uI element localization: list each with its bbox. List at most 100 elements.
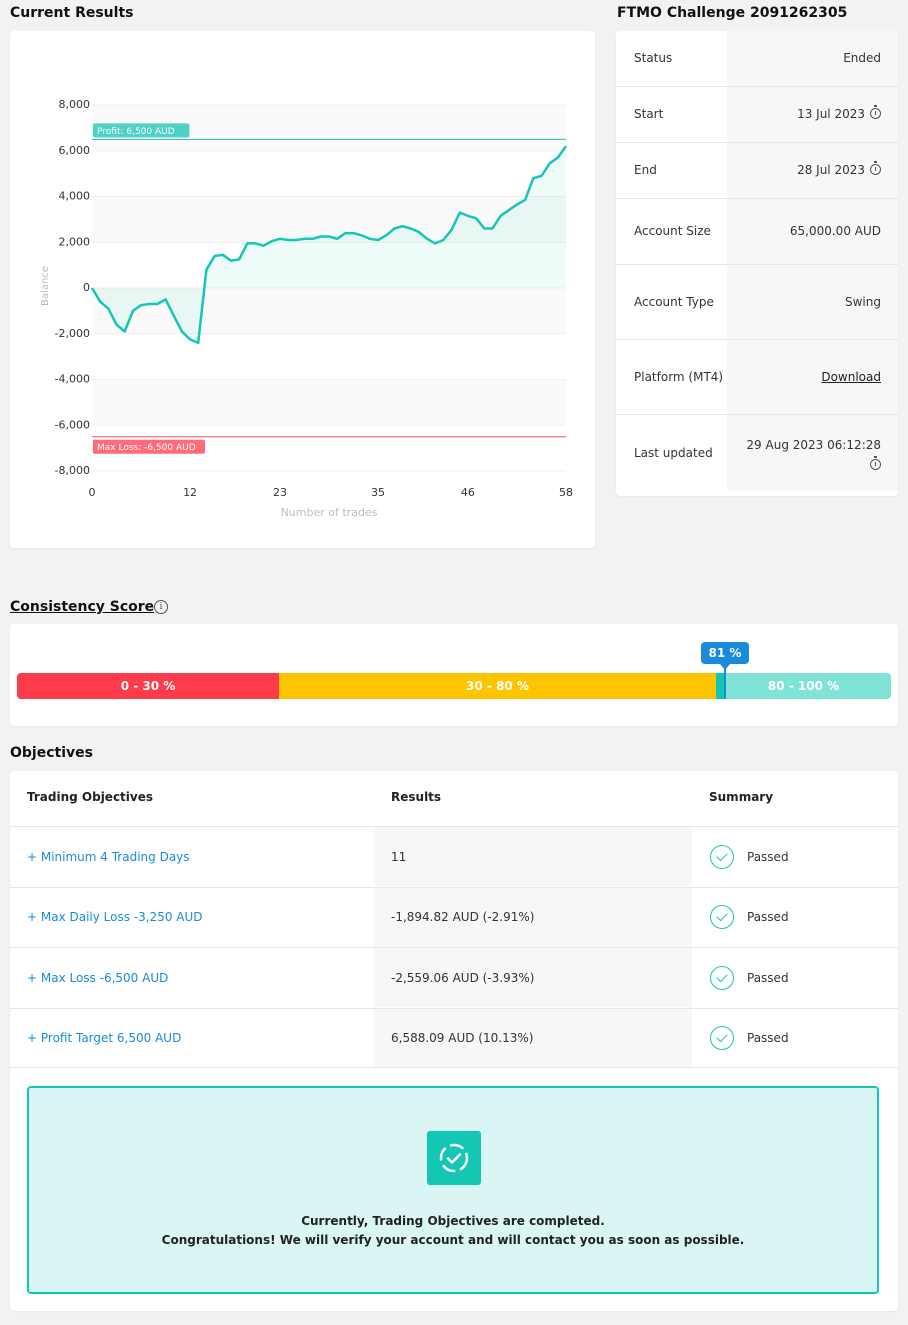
y-tick-label: 0 xyxy=(83,281,90,294)
completion-message-line2: Congratulations! We will verify your acc… xyxy=(161,1233,745,1247)
x-tick-label: 12 xyxy=(183,486,197,499)
info-value-text: Swing xyxy=(845,294,881,309)
balance-line xyxy=(90,145,568,345)
x-axis-label: Number of trades xyxy=(281,506,378,519)
y-tick-label: 2,000 xyxy=(59,235,91,248)
info-row: Account Size 65,000.00 AUD xyxy=(616,199,898,265)
balance-area xyxy=(92,146,566,343)
info-value-text: 13 Jul 2023 xyxy=(797,107,865,121)
info-row: Status Ended xyxy=(616,31,898,87)
balance-chart: 8,000 6,000 4,000 2,000 0 -2,000 -4,000 -6,000 -… xyxy=(40,98,573,519)
info-label: End xyxy=(634,163,657,177)
consistency-card: 0 - 30 % 30 - 80 % 80 - 100 % 81 % xyxy=(10,624,898,726)
objective-result: -1,894.82 AUD (-2.91%) xyxy=(374,887,692,947)
info-row: Account Type Swing xyxy=(616,265,898,340)
score-badge: 81 % xyxy=(700,642,749,670)
objective-row: + Max Loss -6,500 AUD -2,559.06 AUD (-3.9… xyxy=(10,947,898,1007)
challenge-info-card: Status Ended Start 13 Jul 2023 End 28 Jul 202… xyxy=(616,31,898,496)
timer-icon xyxy=(870,456,881,470)
objective-name[interactable]: + Minimum 4 Trading Days xyxy=(27,849,190,864)
summary-text: Passed xyxy=(747,970,789,985)
y-tick-label: 8,000 xyxy=(59,98,91,111)
check-circle-icon xyxy=(710,1026,734,1050)
objective-name[interactable]: + Max Daily Loss -3,250 AUD xyxy=(27,910,203,924)
y-tick-label: 6,000 xyxy=(59,144,91,157)
objective-summary: Passed xyxy=(710,888,789,947)
completion-message-line1: Currently, Trading Objectives are comple… xyxy=(301,1214,605,1228)
objective-row: + Minimum 4 Trading Days 11 Passed xyxy=(10,826,898,886)
current-results-heading: Current Results xyxy=(10,5,134,21)
info-value-text: 28 Jul 2023 xyxy=(797,163,865,177)
info-value-text: 29 Aug 2023 06:12:28 xyxy=(746,438,881,452)
segment-high-label: 80 - 100 % xyxy=(767,679,840,693)
consistency-score-heading[interactable]: Consistency Score xyxy=(10,599,155,615)
info-label: Account Type xyxy=(634,294,714,309)
objectives-card: Trading Objectives Results Summary + Min… xyxy=(10,771,898,1311)
objective-row: + Max Daily Loss -3,250 AUD -1,894.82 AUD… xyxy=(10,886,898,947)
timer-icon xyxy=(870,161,881,175)
objective-summary: Passed xyxy=(710,827,789,886)
info-value-text: Ended xyxy=(843,51,881,65)
info-value: 13 Jul 2023 xyxy=(727,87,898,142)
header-trading-objectives: Trading Objectives xyxy=(27,790,154,804)
score-fill xyxy=(716,673,725,699)
y-tick-label: 4,000 xyxy=(59,190,91,203)
info-icon[interactable]: i xyxy=(154,600,168,614)
objective-result: 11 xyxy=(374,827,692,886)
completed-check-icon xyxy=(427,1131,481,1185)
header-summary: Summary xyxy=(709,790,774,804)
info-value-text: 65,000.00 AUD xyxy=(789,224,881,238)
objective-summary: Passed xyxy=(710,1009,789,1068)
max-loss-label: Max Loss: -6,500 AUD xyxy=(93,439,205,454)
profit-target-label: Profit: 6,500 AUD xyxy=(93,123,190,138)
info-label: Account Size xyxy=(634,224,711,238)
info-row: Last updated 29 Aug 2023 06:12:28 xyxy=(616,415,898,491)
score-marker xyxy=(723,669,726,699)
x-tick-label: 23 xyxy=(273,486,287,499)
x-tick-label: 35 xyxy=(371,486,385,499)
chart-card: 8,000 6,000 4,000 2,000 0 -2,000 -4,000 -6,000 -… xyxy=(10,31,595,548)
info-value: 28 Jul 2023 xyxy=(727,143,898,198)
svg-text:Max Loss: -6,500 AUD: Max Loss: -6,500 AUD xyxy=(97,443,196,453)
info-label: Start xyxy=(634,107,664,121)
y-tick-label: -4,000 xyxy=(55,373,90,386)
info-label: Platform (MT4) xyxy=(634,369,724,384)
info-row: Start 13 Jul 2023 xyxy=(616,87,898,143)
info-row: End 28 Jul 2023 xyxy=(616,143,898,199)
objectives-heading: Objectives xyxy=(10,745,93,761)
download-link[interactable]: Download xyxy=(821,369,881,384)
info-value: Ended xyxy=(727,31,898,86)
info-row: Platform (MT4) Download xyxy=(616,340,898,415)
summary-text: Passed xyxy=(747,1031,789,1045)
objective-summary: Passed xyxy=(710,948,789,1007)
objective-result: -2,559.06 AUD (-3.93%) xyxy=(374,948,692,1007)
summary-text: Passed xyxy=(747,849,789,864)
segment-mid: 30 - 80 % xyxy=(279,673,716,699)
check-circle-icon xyxy=(710,844,734,869)
completion-banner: Currently, Trading Objectives are comple… xyxy=(27,1086,879,1294)
info-label: Status xyxy=(634,51,673,65)
timer-icon xyxy=(870,105,881,119)
score-badge-label: 81 % xyxy=(708,646,742,660)
summary-text: Passed xyxy=(747,910,789,924)
info-value: Swing xyxy=(727,265,898,339)
svg-text:Profit: 6,500 AUD: Profit: 6,500 AUD xyxy=(97,127,175,137)
info-value: Download xyxy=(727,340,898,414)
y-tick-label: -2,000 xyxy=(55,327,90,340)
x-tick-label: 58 xyxy=(559,486,573,499)
info-label: Last updated xyxy=(634,445,713,460)
objective-result: 6,588.09 AUD (10.13%) xyxy=(374,1008,692,1068)
segment-low-label: 0 - 30 % xyxy=(120,679,176,693)
info-value: 29 Aug 2023 06:12:28 xyxy=(727,415,898,491)
x-tick-label: 0 xyxy=(89,486,96,499)
y-tick-label: -6,000 xyxy=(55,418,90,431)
objective-name[interactable]: + Max Loss -6,500 AUD xyxy=(27,970,169,985)
check-circle-icon xyxy=(710,905,734,929)
check-circle-icon xyxy=(710,965,734,990)
segment-low: 0 - 30 % xyxy=(17,673,279,699)
segment-mid-label: 30 - 80 % xyxy=(466,679,529,693)
challenge-title: FTMO Challenge 2091262305 xyxy=(617,5,848,21)
y-axis-label: Balance xyxy=(40,266,51,306)
objective-name[interactable]: + Profit Target 6,500 AUD xyxy=(27,1031,182,1045)
info-value: 65,000.00 AUD xyxy=(727,199,898,264)
